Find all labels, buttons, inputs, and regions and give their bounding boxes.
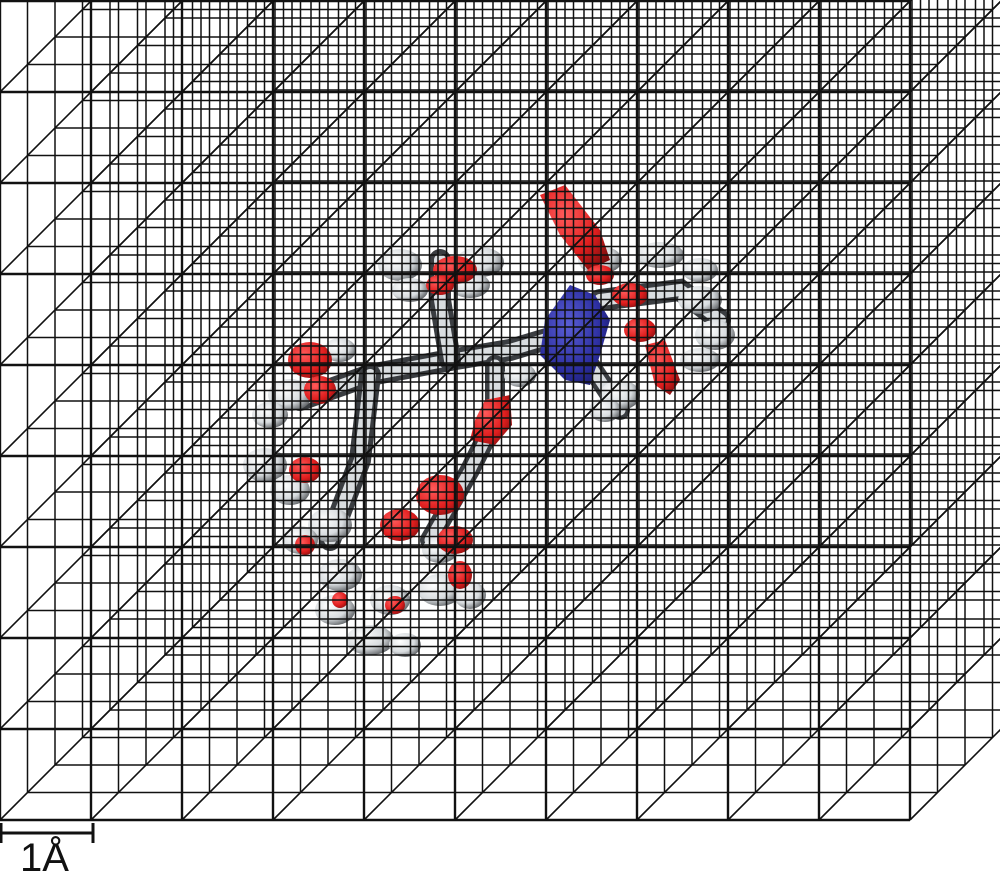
scale-bar [0, 823, 95, 843]
grid-line [545, 0, 640, 93]
grid-line [181, 0, 276, 93]
grid-line [909, 91, 1000, 184]
grid-line [818, 0, 913, 93]
grid-line [909, 0, 1000, 93]
grid-line [909, 728, 1000, 821]
grid-line [272, 0, 367, 93]
grid-line [909, 455, 1000, 548]
grid-line [909, 273, 1000, 366]
grid-line [909, 546, 1000, 639]
cubic-grid [0, 0, 1000, 822]
grid-line [909, 637, 1000, 730]
grid-line [909, 364, 1000, 457]
grid-line [454, 0, 549, 93]
grid-line [727, 0, 822, 93]
grid-line [909, 0, 913, 2]
grid-line [636, 0, 731, 93]
scale-bar-label: 1Å [20, 836, 69, 880]
grid-line [90, 0, 185, 93]
grid-line [909, 182, 1000, 275]
grid-line [363, 0, 458, 93]
grid-line [0, 0, 94, 93]
